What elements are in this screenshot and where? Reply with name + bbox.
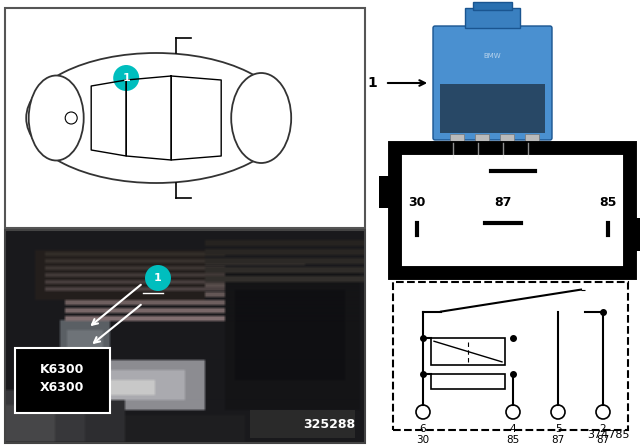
Bar (630, 218, 640, 250)
Bar (5, 8, 365, 228)
Text: 5: 5 (555, 424, 561, 434)
Bar (500, 134, 514, 160)
Text: 87: 87 (552, 435, 564, 445)
Bar (393, 282, 628, 430)
FancyBboxPatch shape (433, 26, 552, 140)
Circle shape (416, 405, 430, 419)
Text: 30: 30 (408, 196, 426, 209)
Text: 87: 87 (504, 143, 521, 156)
Text: 1: 1 (154, 273, 162, 283)
Text: K6300
X6300: K6300 X6300 (40, 362, 84, 393)
Ellipse shape (29, 76, 84, 160)
Bar (379, 176, 395, 208)
Ellipse shape (26, 53, 286, 183)
Bar (431, 338, 505, 365)
Text: 4: 4 (509, 424, 516, 434)
Text: 87: 87 (596, 435, 610, 445)
Bar (450, 134, 464, 160)
Text: 85: 85 (599, 196, 617, 209)
Bar (473, 2, 512, 10)
Bar (250, 410, 355, 438)
Text: BMW: BMW (484, 52, 501, 59)
Text: 1: 1 (122, 73, 130, 83)
Bar (440, 83, 545, 133)
Text: 30: 30 (417, 435, 429, 445)
Text: 325288: 325288 (303, 418, 355, 431)
Circle shape (551, 405, 565, 419)
Text: 85: 85 (506, 435, 520, 445)
Circle shape (145, 265, 171, 291)
Bar (525, 134, 539, 160)
Bar (431, 374, 505, 388)
Circle shape (596, 405, 610, 419)
Text: 374785: 374785 (588, 430, 630, 440)
Text: 6: 6 (420, 424, 426, 434)
Bar (465, 8, 520, 28)
Bar (475, 134, 489, 160)
Ellipse shape (231, 73, 291, 163)
Bar (5, 230, 365, 443)
Bar (15, 348, 110, 413)
Text: 1: 1 (367, 76, 377, 90)
Circle shape (113, 65, 140, 91)
Text: 87: 87 (495, 196, 512, 209)
Circle shape (65, 112, 77, 124)
Text: 2: 2 (600, 424, 606, 434)
Circle shape (506, 405, 520, 419)
Bar (395, 148, 630, 273)
